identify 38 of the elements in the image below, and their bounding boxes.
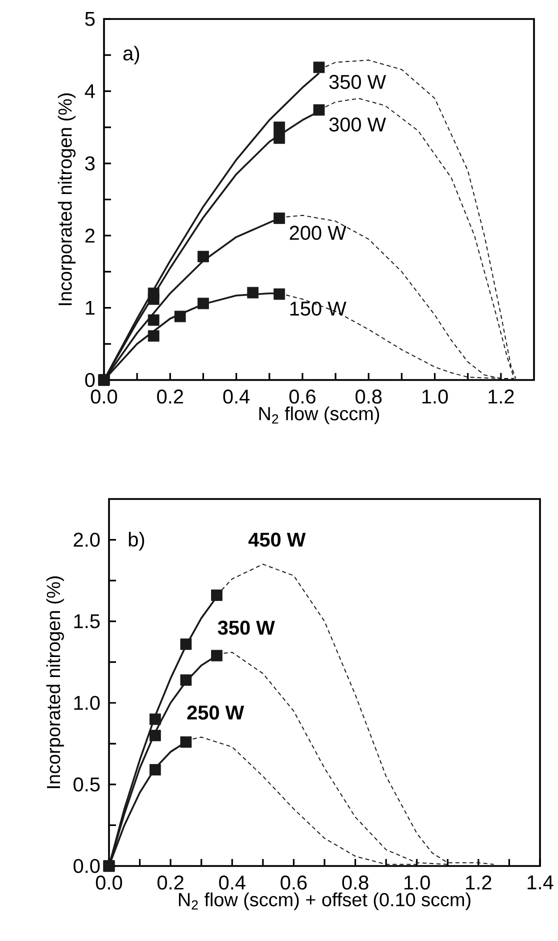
y-axis-title: Incorporated nitrogen (%): [58, 93, 76, 306]
x-tick-label: 1.2: [488, 390, 514, 404]
y-tick-label: 4: [84, 84, 95, 98]
x-tick-label: 1.4: [528, 876, 554, 890]
series-label: 150 W: [290, 302, 346, 316]
y-tick-label: 2.0: [74, 532, 100, 547]
series-label: 300 W: [329, 117, 386, 132]
series-label: 250 W: [187, 706, 244, 720]
series-label: 350 W: [329, 74, 386, 89]
series-label: 350 W: [218, 620, 275, 635]
x-tick-label: 0.0: [96, 876, 122, 890]
x-tick-label: 1.2: [466, 876, 492, 890]
x-axis-title: N$_{2}$ flow (sccm) + offset (0.10 sccm): [178, 892, 470, 910]
text: 450 W: [248, 532, 306, 547]
y-tick-label: 1.0: [74, 696, 100, 710]
y-tick-label: 3: [85, 156, 95, 170]
y-tick-label: 1: [86, 300, 95, 315]
x-tick-label: 0.6: [289, 390, 316, 404]
x-tick-label: 0.8: [356, 390, 382, 404]
x-tick-label: 1.0: [404, 876, 430, 890]
x-tick-label: 0.4: [223, 390, 250, 404]
x-tick-label: 0.4: [219, 876, 246, 890]
x-tick-label: 1.0: [422, 390, 448, 404]
y-tick-label: 0.0: [74, 858, 100, 874]
x-tick-label: 0.2: [157, 390, 183, 404]
y-tick-label: 0.5: [74, 777, 100, 792]
x-tick-label: 0.6: [280, 876, 307, 890]
annotation: b): [128, 532, 144, 550]
y-tick-label: 5: [85, 12, 95, 26]
x-axis-title: N$_{2}$ flow (sccm): [259, 406, 380, 424]
x-tick-label: 0.2: [158, 876, 184, 890]
series-label: 200 W: [290, 226, 346, 240]
y-axis-title: Incorporated nitrogen (%): [46, 576, 64, 788]
y-tick-label: 1.5: [74, 614, 100, 628]
annotation: a): [123, 46, 140, 64]
y-tick-label: 2: [85, 228, 94, 243]
y-tick-label: 0: [85, 372, 95, 388]
x-tick-label: 0.8: [342, 876, 368, 890]
